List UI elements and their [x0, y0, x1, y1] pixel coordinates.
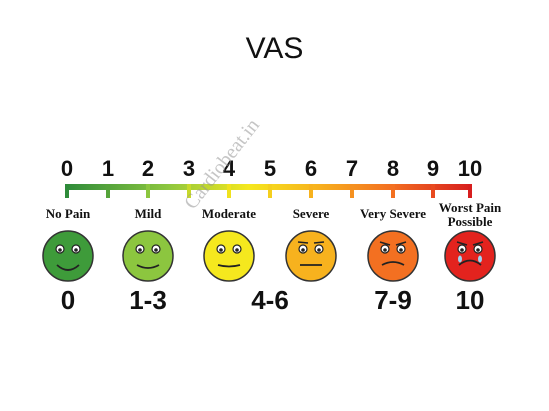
tick-label-6: 6	[304, 156, 318, 181]
range-label: 0	[60, 285, 76, 315]
tick-mark	[391, 184, 395, 198]
tick-label-1: 1	[101, 156, 115, 181]
page-title: VAS	[245, 32, 304, 65]
range-label: 7-9	[374, 285, 412, 315]
faces-group	[42, 230, 496, 282]
pain-label: Severe	[292, 206, 330, 221]
very-severe-face	[367, 230, 419, 282]
tick-label-4: 4	[222, 156, 236, 181]
tick-label-7: 7	[345, 156, 359, 181]
tick-label-0: 0	[60, 156, 74, 181]
tick-label-3: 3	[182, 156, 196, 181]
tick-label-10: 10	[457, 156, 483, 181]
tick-mark	[431, 184, 435, 198]
tick-mark	[350, 184, 354, 198]
tick-label-5: 5	[263, 156, 277, 181]
mild-face	[122, 230, 174, 282]
range-label: 1-3	[129, 285, 167, 315]
pain-label: Moderate	[201, 206, 257, 221]
pain-label: Mild	[134, 206, 162, 221]
tick-mark	[187, 184, 191, 198]
tick-marks	[65, 184, 472, 198]
tick-label-8: 8	[386, 156, 400, 181]
tick-mark	[268, 184, 272, 198]
tick-mark	[106, 184, 110, 198]
pain-label: No Pain	[45, 206, 91, 221]
tick-label-2: 2	[141, 156, 155, 181]
tick-mark	[468, 184, 472, 198]
severe-face	[285, 230, 337, 282]
tick-mark	[65, 184, 69, 198]
tick-label-9: 9	[426, 156, 440, 181]
tick-mark	[227, 184, 231, 198]
range-label: 4-6	[251, 285, 289, 315]
no-pain-face	[42, 230, 94, 282]
worst-pain-face	[444, 230, 496, 282]
pain-label: Very Severe	[359, 206, 427, 221]
pain-label: Worst Pain Possible	[438, 200, 502, 229]
range-label: 10	[455, 285, 485, 315]
moderate-face	[203, 230, 255, 282]
tick-mark	[146, 184, 150, 198]
tick-mark	[309, 184, 313, 198]
